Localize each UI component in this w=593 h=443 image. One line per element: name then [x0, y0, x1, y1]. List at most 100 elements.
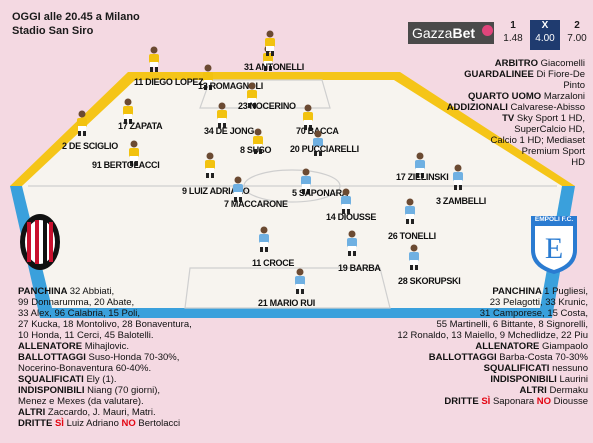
info-label: BALLOTTAGGI — [428, 352, 500, 363]
home-player — [126, 140, 142, 171]
tv-line: HD — [571, 157, 585, 168]
odd-value: 7.00 — [567, 33, 587, 44]
pitch-surface — [22, 80, 562, 308]
info-row: PANCHINA 1 Pugliesi, — [360, 286, 588, 297]
dritte-label: DRITTE — [18, 418, 53, 429]
dritte-si-name: Luiz Adriano — [66, 418, 119, 429]
info-label: ALTRI — [519, 385, 550, 396]
player-icon — [217, 102, 227, 128]
away-player-label: 3 ZAMBELLI — [436, 196, 486, 206]
info-label: ALTRI — [18, 407, 48, 418]
home-player-label: 17 ZAPATA — [118, 121, 163, 131]
official-label: GUARDALINEE — [464, 69, 534, 80]
tv-label: TV — [502, 113, 515, 124]
info-label: SQUALIFICATI — [483, 363, 553, 374]
home-player — [262, 30, 278, 61]
player-icon — [341, 188, 351, 214]
info-text: Barba-Costa 70-30% — [499, 352, 588, 363]
official-row: QUARTO UOMO Marzaloni — [440, 91, 585, 102]
odd-label: 2 — [574, 20, 580, 31]
info-row: INDISPONIBILI Laurini — [360, 374, 588, 385]
info-label: ALLENATORE — [475, 341, 543, 352]
player-icon — [313, 130, 323, 156]
away-player — [406, 244, 422, 275]
chip-icon — [482, 25, 493, 36]
away-player-label: 17 ZIELINSKI — [396, 172, 449, 182]
info-row: 99 Donnarumma, 20 Abate, — [18, 297, 338, 308]
info-row: ALLENATORE Giampaolo — [360, 341, 588, 352]
home-player — [146, 46, 162, 77]
home-player — [74, 110, 90, 141]
official-row: GUARDALINEE Di Fiore-De Pinto — [440, 69, 585, 91]
odd-away: 2 7.00 — [562, 20, 592, 44]
away-player-label: 7 MACCARONE — [224, 199, 288, 209]
match-header: OGGI alle 20.45 a Milano Stadio San Siro — [12, 10, 140, 38]
info-text: Menez e Mexes (da valutare). — [18, 396, 144, 407]
dritte-no: NO — [536, 396, 552, 407]
info-text: Suso-Honda 70-30%, — [88, 352, 180, 363]
player-icon — [253, 128, 263, 154]
player-icon — [77, 110, 87, 136]
official-row: ADDIZIONALI Calvarese-Abisso — [440, 102, 585, 113]
away-player — [310, 130, 326, 161]
odd-label: 1 — [510, 20, 516, 31]
info-label: INDISPONIBILI — [18, 385, 88, 396]
info-text: Giampaolo — [542, 341, 588, 352]
away-player — [344, 230, 360, 261]
info-row: 55 Martinelli, 6 Bittante, 8 Signorelli, — [360, 319, 588, 330]
player-icon — [295, 268, 305, 294]
player-icon — [259, 226, 269, 252]
home-player — [250, 128, 266, 159]
away-player-label: 21 MARIO RUI — [258, 298, 315, 308]
gazzabet-logo: GazzaBet — [408, 22, 494, 44]
info-row: 33 Alex, 96 Calabria, 15 Poli, — [18, 308, 338, 319]
center-circle — [243, 169, 341, 203]
home-player-label: 23 NOCERINO — [238, 101, 296, 111]
info-label: PANCHINA — [18, 286, 70, 297]
home-player — [120, 98, 136, 129]
player-icon — [415, 152, 425, 178]
tv-line: SuperCalcio HD, — [514, 124, 585, 135]
home-player — [300, 104, 316, 135]
player-icon — [205, 152, 215, 178]
brand-a: Gazza — [412, 25, 453, 41]
away-player — [292, 268, 308, 299]
away-player — [230, 176, 246, 207]
home-player — [244, 82, 260, 113]
info-row: ALTRI Dermaku — [360, 385, 588, 396]
dritte-si: SÌ — [54, 418, 64, 429]
player-icon — [303, 104, 313, 130]
info-row: 10 Honda, 11 Cerci, 45 Balotelli. — [18, 330, 338, 341]
odd-home: 1 1.48 — [498, 20, 528, 44]
odd-value: 4.00 — [535, 33, 555, 44]
info-text: nessuno — [552, 363, 588, 374]
official-row: ARBITRO Giacomelli — [440, 58, 585, 69]
dritte-si: SÌ — [481, 396, 491, 407]
odd-value: 1.48 — [503, 33, 523, 44]
dritte-label: DRITTE — [444, 396, 479, 407]
top-penalty-area — [199, 79, 331, 109]
info-text: 23 Pelagotti, 33 Krunic, — [489, 297, 588, 308]
info-text: 33 Alex, 96 Calabria, 15 Poli, — [18, 308, 140, 319]
home-player-label: 9 LUIZ ADRIANO — [182, 186, 250, 196]
info-row: SQUALIFICATI nessuno — [360, 363, 588, 374]
official-value: Marzaloni — [543, 91, 585, 102]
home-player — [202, 152, 218, 183]
away-player — [412, 152, 428, 183]
home-player-label: 8 SUSO — [240, 145, 272, 155]
player-icon — [247, 82, 257, 108]
dritte-no-name: Diousse — [553, 396, 588, 407]
tv-row: TV Sky Sport 1 HD, — [440, 113, 585, 124]
tv-line: Calcio 1 HD; Mediaset — [490, 135, 585, 146]
away-player-label: 5 SAPONARA — [292, 188, 349, 198]
home-player — [214, 102, 230, 133]
officials-block: ARBITRO Giacomelli GUARDALINEE Di Fiore-… — [440, 58, 585, 168]
official-label: QUARTO UOMO — [467, 91, 542, 102]
player-icon — [453, 164, 463, 190]
player-icon — [203, 64, 213, 90]
home-player-label: 2 DE SCIGLIO — [62, 141, 118, 151]
info-text: Mihajlovic. — [84, 341, 130, 352]
info-text: 31 Camporese, 15 Costa, — [479, 308, 588, 319]
info-text: 32 Abbiati, — [69, 286, 115, 297]
